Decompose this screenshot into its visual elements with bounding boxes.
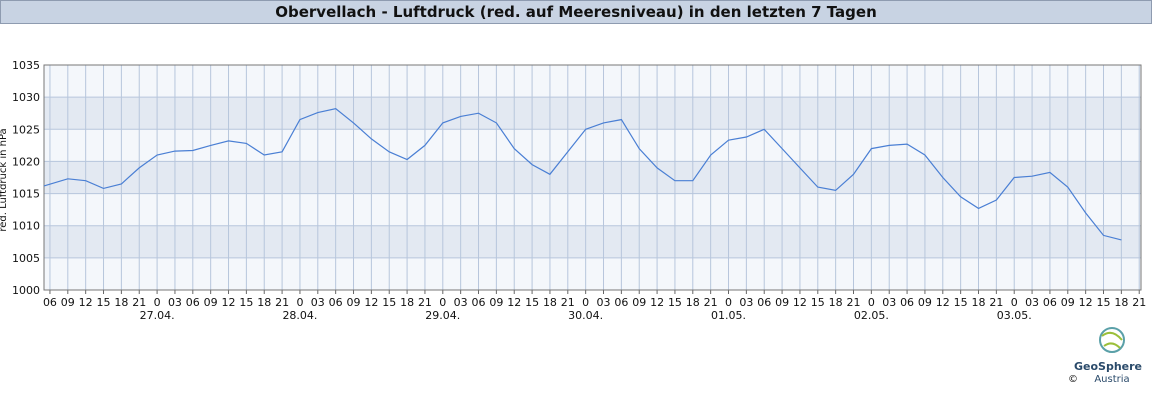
x-tick-label: 18 — [257, 296, 271, 309]
logo — [1099, 327, 1125, 353]
x-tick-label: 18 — [686, 296, 700, 309]
x-tick-label: 06 — [329, 296, 343, 309]
x-tick-label: 15 — [97, 296, 111, 309]
date-label: 29.04. — [425, 309, 460, 322]
x-tick-label: 06 — [472, 296, 486, 309]
x-tick-label: 21 — [989, 296, 1003, 309]
y-tick-label: 1010 — [12, 220, 40, 233]
x-tick-label: 21 — [132, 296, 146, 309]
x-tick-label: 18 — [114, 296, 128, 309]
x-tick-label: 18 — [972, 296, 986, 309]
x-tick-label: 09 — [489, 296, 503, 309]
x-tick-label: 03 — [597, 296, 611, 309]
x-tick-label: 15 — [954, 296, 968, 309]
y-tick-label: 1030 — [12, 91, 40, 104]
x-tick-label: 03 — [311, 296, 325, 309]
plot-border — [43, 64, 1142, 291]
y-tick-label: 1035 — [12, 59, 40, 72]
x-tick-label: 0 — [154, 296, 161, 309]
x-tick-label: 0 — [868, 296, 875, 309]
band — [44, 161, 1141, 194]
chart-title: Obervellach - Luftdruck (red. auf Meeres… — [0, 0, 1152, 24]
date-label: 01.05. — [711, 309, 746, 322]
date-label: 27.04. — [140, 309, 175, 322]
x-tick-label: 18 — [829, 296, 843, 309]
x-tick-label: 21 — [275, 296, 289, 309]
x-tick-label: 03 — [882, 296, 896, 309]
logo-mark — [1101, 331, 1123, 349]
x-tick-label: 12 — [793, 296, 807, 309]
band — [44, 225, 1141, 258]
x-tick-label: 12 — [79, 296, 93, 309]
x-tick-label: 18 — [1114, 296, 1128, 309]
x-tick-label: 12 — [222, 296, 236, 309]
logo-sub: Austria — [1094, 374, 1129, 385]
x-tick-label: 15 — [668, 296, 682, 309]
band — [44, 97, 1141, 130]
y-tick-label: 1005 — [12, 252, 40, 265]
x-tick-label: 06 — [900, 296, 914, 309]
copyright: © — [1068, 374, 1078, 385]
x-tick-label: 21 — [847, 296, 861, 309]
x-tick-label: 03 — [454, 296, 468, 309]
x-tick-label: 06 — [614, 296, 628, 309]
x-tick-label: 03 — [1025, 296, 1039, 309]
y-axis-label: red. Luftdruck in hPa — [0, 128, 9, 231]
x-tick-label: 06 — [1043, 296, 1057, 309]
x-tick-label: 12 — [936, 296, 950, 309]
x-tick-label: 09 — [61, 296, 75, 309]
x-tick-label: 15 — [239, 296, 253, 309]
x-tick-label: 21 — [704, 296, 718, 309]
line — [43, 108, 1122, 241]
x-tick-label: 12 — [650, 296, 664, 309]
x-tick-label: 12 — [507, 296, 521, 309]
x-tick-label: 09 — [347, 296, 361, 309]
date-label: 28.04. — [282, 309, 317, 322]
x-tick-label: 21 — [561, 296, 575, 309]
y-tick-label: 1015 — [12, 188, 40, 201]
x-tick-label: 03 — [739, 296, 753, 309]
x-tick-label: 09 — [775, 296, 789, 309]
x-tick-label: 06 — [757, 296, 771, 309]
logo-name: GeoSphere — [1074, 360, 1142, 373]
date-label: 02.05. — [854, 309, 889, 322]
x-tick-label: 15 — [811, 296, 825, 309]
x-tick-label: 06 — [43, 296, 57, 309]
x-tick-label: 15 — [382, 296, 396, 309]
x-tick-label: 12 — [364, 296, 378, 309]
x-tick-label: 12 — [1079, 296, 1093, 309]
y-tick-label: 1020 — [12, 155, 40, 168]
logo-mark — [1099, 327, 1125, 353]
x-tick-label: 15 — [525, 296, 539, 309]
date-label: 30.04. — [568, 309, 603, 322]
x-tick-label: 0 — [582, 296, 589, 309]
x-tick-label: 0 — [725, 296, 732, 309]
x-tick-label: 0 — [296, 296, 303, 309]
x-tick-label: 0 — [1011, 296, 1018, 309]
x-tick-label: 18 — [400, 296, 414, 309]
x-tick-label: 06 — [186, 296, 200, 309]
y-tick-label: 1000 — [12, 284, 40, 297]
x-tick-label: 03 — [168, 296, 182, 309]
plot — [44, 64, 1141, 291]
x-tick-label: 09 — [632, 296, 646, 309]
date-label: 03.05. — [997, 309, 1032, 322]
x-tick-label: 09 — [918, 296, 932, 309]
x-tick-label: 18 — [543, 296, 557, 309]
y-tick-label: 1025 — [12, 123, 40, 136]
x-tick-label: 09 — [1061, 296, 1075, 309]
x-tick-label: 15 — [1097, 296, 1111, 309]
x-tick-label: 21 — [1132, 296, 1146, 309]
x-tick-label: 21 — [418, 296, 432, 309]
x-tick-label: 0 — [439, 296, 446, 309]
x-tick-label: 09 — [204, 296, 218, 309]
